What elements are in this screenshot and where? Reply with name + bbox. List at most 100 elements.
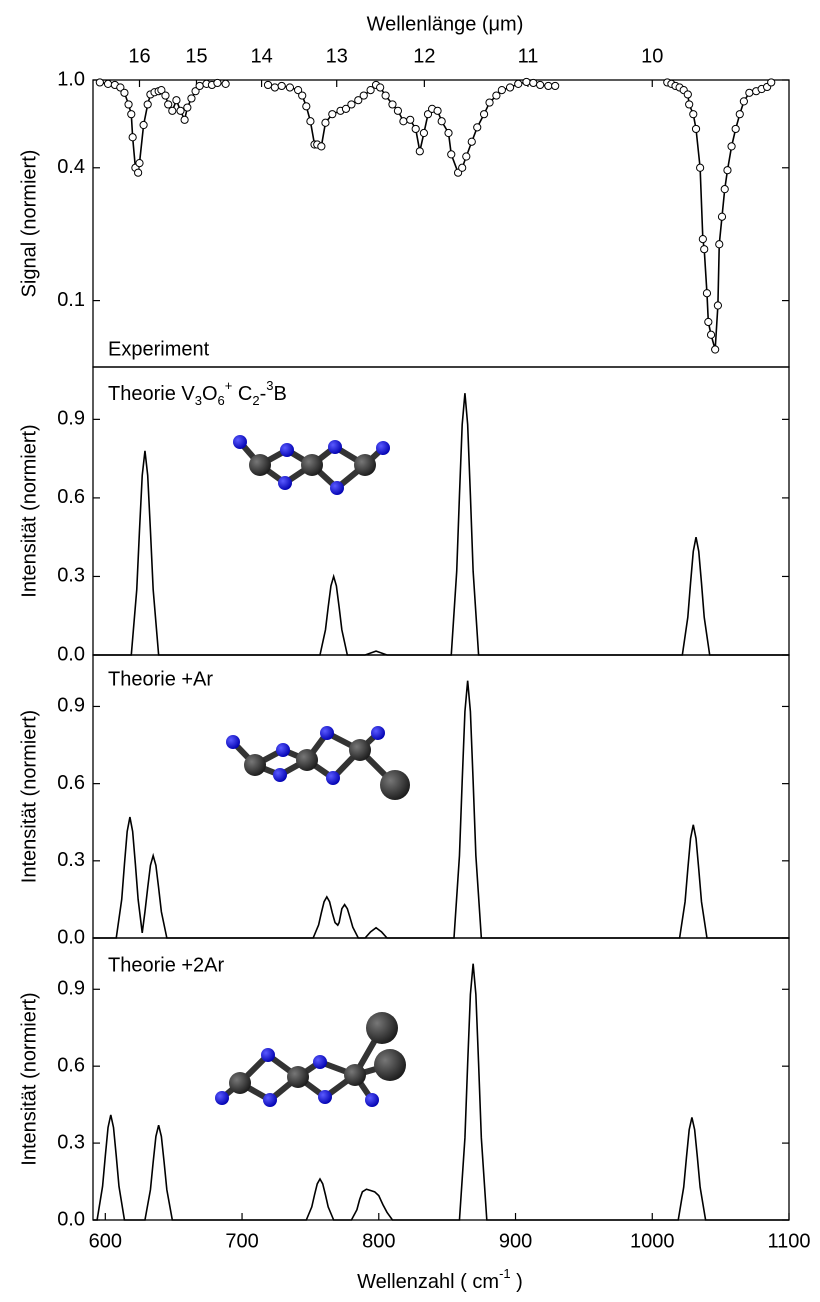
label-part: 2	[252, 393, 259, 408]
point	[721, 186, 728, 193]
y-axis-title: Intensität (normiert)	[18, 424, 40, 597]
label-part: Wellenzahl ( cm	[357, 1271, 499, 1293]
point	[144, 101, 151, 108]
point	[746, 89, 753, 96]
y-tick-label: 0.6	[57, 772, 85, 794]
x-tick-label: 1100	[767, 1230, 810, 1252]
point	[271, 84, 278, 91]
x-tick-label: 900	[499, 1230, 532, 1252]
top-axis-title: Wellenlänge (μm)	[367, 13, 524, 35]
point	[348, 101, 355, 108]
line	[93, 964, 789, 1220]
point	[196, 82, 203, 89]
y-axis-title: Signal (normiert)	[18, 150, 40, 298]
x2-tick-label: 11	[518, 45, 539, 67]
point	[506, 84, 513, 91]
point	[165, 101, 172, 108]
point	[135, 169, 142, 176]
x2-tick-label: 15	[185, 45, 207, 67]
point	[377, 84, 384, 91]
x-tick-label: 1000	[630, 1230, 675, 1252]
x-tick-label: 800	[362, 1230, 395, 1252]
point	[360, 92, 367, 99]
point	[468, 138, 475, 145]
label-part: -1	[499, 1266, 511, 1281]
plot-frame	[93, 367, 789, 655]
y-tick-label: 0.6	[57, 1054, 85, 1076]
point	[448, 151, 455, 158]
x2-tick-label: 14	[250, 45, 272, 67]
label-part: C	[232, 383, 252, 405]
x-tick-label: 600	[89, 1230, 122, 1252]
label-part: 6	[218, 393, 225, 408]
point	[732, 125, 739, 132]
point	[523, 78, 530, 85]
point	[121, 89, 128, 96]
molecule	[226, 726, 410, 800]
panel-label: Theorie V3O6+ C2-3B	[108, 378, 287, 408]
point	[692, 125, 699, 132]
y-tick-label: 0.9	[57, 408, 85, 430]
point	[690, 111, 697, 118]
point	[173, 97, 180, 104]
point	[724, 167, 731, 174]
point	[303, 103, 310, 110]
y-tick-label: 0.6	[57, 486, 85, 508]
point	[703, 290, 710, 297]
point	[222, 80, 229, 87]
point	[96, 79, 103, 86]
point	[736, 111, 743, 118]
point	[278, 82, 285, 89]
point	[104, 80, 111, 87]
label-part: Theorie V	[108, 383, 195, 405]
point	[707, 331, 714, 338]
point	[768, 79, 775, 86]
point	[420, 129, 427, 136]
y-tick-label: 0.4	[57, 156, 85, 178]
line	[93, 393, 789, 655]
x-axis-title: Wellenzahl ( cm-1 )	[357, 1266, 523, 1293]
x2-tick-label: 13	[326, 45, 348, 67]
point	[128, 111, 135, 118]
point	[714, 302, 721, 309]
point	[389, 101, 396, 108]
label-part: B	[273, 383, 286, 405]
molecule	[215, 1012, 406, 1107]
point	[701, 246, 708, 253]
point	[684, 91, 691, 98]
y-tick-label: 0.9	[57, 695, 85, 717]
point	[705, 318, 712, 325]
y-tick-label: 0.3	[57, 565, 85, 587]
point	[445, 129, 452, 136]
point	[463, 153, 470, 160]
point	[699, 236, 706, 243]
point	[537, 81, 544, 88]
point	[394, 107, 401, 114]
point	[407, 116, 414, 123]
point	[459, 164, 466, 171]
y-tick-label: 0.3	[57, 1131, 85, 1153]
y-tick-label: 0.0	[57, 643, 85, 665]
point	[412, 125, 419, 132]
label-part: -	[260, 383, 267, 405]
line	[93, 681, 789, 938]
point	[318, 143, 325, 150]
point	[530, 79, 537, 86]
point	[480, 111, 487, 118]
point	[181, 116, 188, 123]
point	[188, 95, 195, 102]
panel-label: Experiment	[108, 338, 210, 360]
point	[136, 160, 143, 167]
point	[498, 86, 505, 93]
y-axis-title: Intensität (normiert)	[18, 992, 40, 1165]
plot-frame	[93, 655, 789, 938]
point	[697, 164, 704, 171]
point	[718, 213, 725, 220]
point	[712, 346, 719, 353]
point	[486, 99, 493, 106]
label-part: O	[202, 383, 218, 405]
label-part: 3	[195, 393, 202, 408]
y-tick-label: 0.0	[57, 1208, 85, 1230]
point	[140, 121, 147, 128]
point	[552, 82, 559, 89]
